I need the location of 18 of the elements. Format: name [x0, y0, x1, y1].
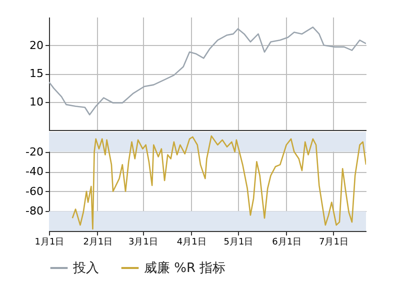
line-series: [49, 26, 366, 116]
x-tick-label: 5月1日: [224, 238, 254, 248]
legend-label: 威廉 %R 指标: [144, 261, 226, 276]
x-tick-label: 7月1日: [318, 238, 348, 248]
text: 投入: [73, 261, 99, 276]
y-tick-label: 15: [30, 67, 44, 80]
x-tick-label: 2月1日: [83, 238, 113, 248]
line-series: [72, 135, 366, 230]
x-tick-label: 4月1日: [176, 238, 206, 248]
y-tick-label: -20: [26, 145, 44, 158]
y-tick-label: -60: [26, 184, 44, 198]
x-tick-label: 3月1日: [128, 238, 158, 248]
y-tick-label: -80: [26, 204, 44, 218]
y-tick-label: 10: [30, 95, 44, 108]
x-tick-label: 1月1日: [34, 238, 64, 248]
x-tick-label: 6月1日: [272, 238, 302, 248]
y-tick-label: 20: [30, 38, 44, 52]
y-tick-label: -40: [26, 165, 44, 178]
